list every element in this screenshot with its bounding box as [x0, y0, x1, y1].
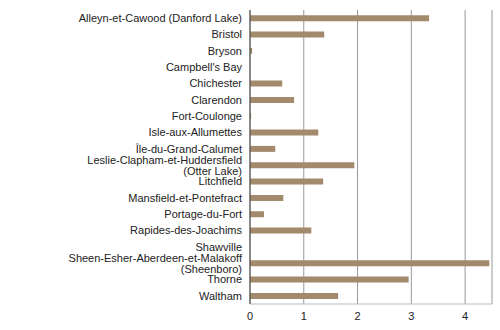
- svg-text:Thorne: Thorne: [207, 273, 242, 285]
- svg-text:Mansfield-et-Pontefract: Mansfield-et-Pontefract: [128, 192, 242, 204]
- svg-text:Alleyn-et-Cawood (Danford Lake: Alleyn-et-Cawood (Danford Lake): [79, 12, 242, 24]
- svg-text:Bristol: Bristol: [211, 28, 242, 40]
- svg-text:Sheen-Esher-Aberdeen-et-Malako: Sheen-Esher-Aberdeen-et-Malakoff(Sheenbo…: [69, 252, 243, 275]
- svg-text:Île-du-Grand-Calumet: Île-du-Grand-Calumet: [135, 142, 242, 155]
- svg-text:Shawville: Shawville: [195, 240, 242, 253]
- svg-text:Portage-du-Fort: Portage-du-Fort: [164, 208, 242, 220]
- svg-text:0: 0: [247, 310, 253, 322]
- svg-text:Bryson: Bryson: [208, 45, 242, 57]
- svg-text:Isle-aux-Allumettes: Isle-aux-Allumettes: [148, 126, 242, 138]
- svg-text:Clarendon: Clarendon: [191, 94, 242, 106]
- svg-text:Fort-Coulonge: Fort-Coulonge: [172, 110, 242, 122]
- svg-text:Rapides-des-Joachims: Rapides-des-Joachims: [130, 224, 242, 236]
- svg-text:4: 4: [462, 310, 468, 322]
- svg-text:Waltham: Waltham: [199, 290, 242, 302]
- svg-text:Campbell's Bay: Campbell's Bay: [166, 61, 243, 73]
- svg-text:Leslie-Clapham-et-Huddersfield: Leslie-Clapham-et-Huddersfield(Otter Lak…: [87, 154, 242, 177]
- svg-text:2: 2: [354, 310, 360, 322]
- svg-text:1: 1: [301, 310, 307, 322]
- svg-text:Litchfield: Litchfield: [199, 175, 242, 187]
- svg-text:3: 3: [408, 310, 414, 322]
- svg-text:Chichester: Chichester: [189, 77, 242, 89]
